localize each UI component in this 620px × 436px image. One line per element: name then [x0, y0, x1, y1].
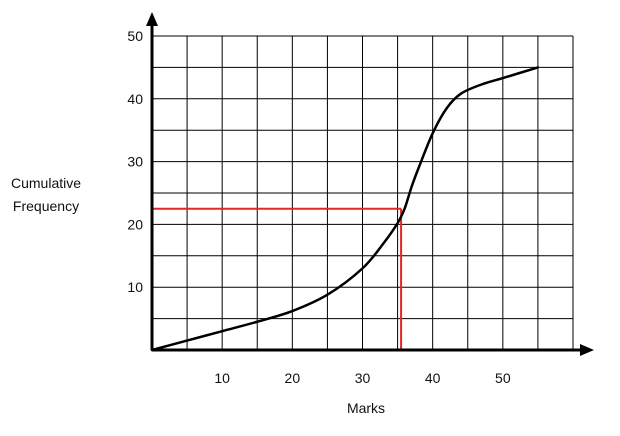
x-tick-label: 50 — [495, 370, 511, 386]
grid — [152, 35, 574, 350]
y-tick-label: 30 — [127, 154, 143, 170]
y-tick-label: 50 — [127, 28, 143, 44]
x-axis-arrowhead — [580, 344, 594, 356]
y-tick-label: 40 — [127, 91, 143, 107]
x-tick-label: 30 — [355, 370, 371, 386]
y-tick-label: 10 — [127, 279, 143, 295]
cumulative-frequency-curve — [150, 66, 540, 352]
axes — [146, 12, 594, 356]
y-axis-label-line-1: Cumulative — [11, 175, 81, 191]
x-tick-label: 10 — [214, 370, 230, 386]
x-axis-label: Marks — [347, 400, 385, 416]
x-tick-label: 20 — [285, 370, 301, 386]
y-axis-arrowhead — [146, 12, 158, 26]
y-tick-label: 20 — [127, 216, 143, 232]
reading-guide — [152, 207, 403, 350]
y-axis-label-line-2: Frequency — [13, 198, 79, 214]
x-tick-label: 40 — [425, 370, 441, 386]
tick-labels: 10 20 30 40 50 10 20 30 40 50 — [127, 28, 510, 386]
curves — [150, 66, 540, 352]
